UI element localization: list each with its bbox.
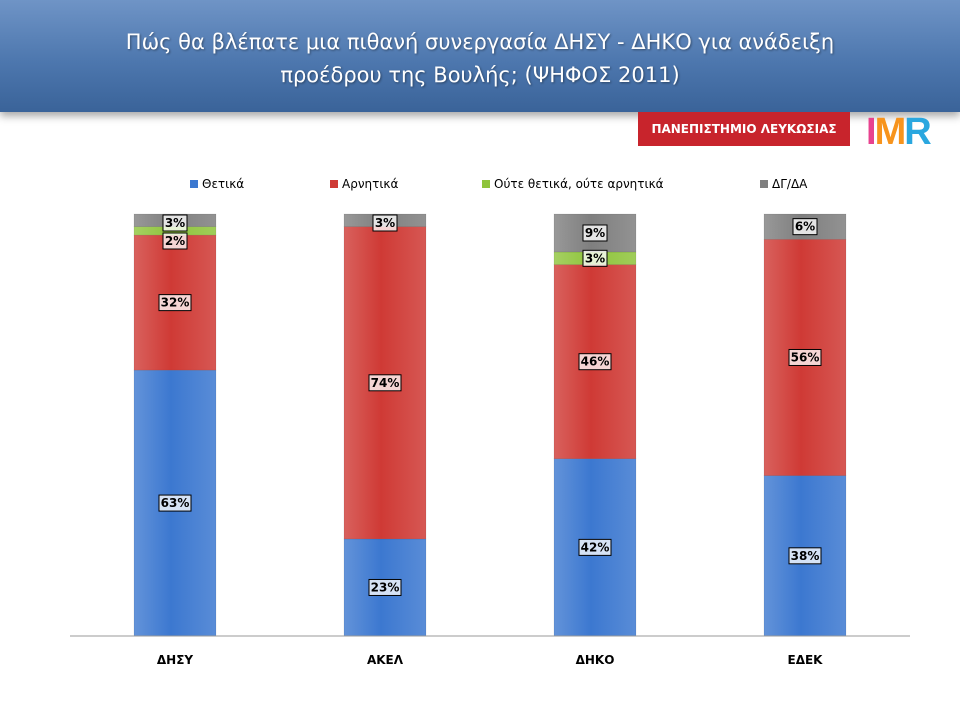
legend-entry-0: Θετικά xyxy=(202,177,244,191)
data-label-box-2-0 xyxy=(578,538,612,556)
legend-swatch-3 xyxy=(760,180,768,188)
slide-title-line-1: Πώς θα βλέπατε μια πιθανή συνεργασία ΔΗΣ… xyxy=(125,30,835,54)
data-label-box-3-3 xyxy=(792,218,818,236)
data-label-box-2-3 xyxy=(582,224,608,242)
legend-entry-2: Ούτε θετικά, ούτε αρνητικά xyxy=(494,177,664,191)
category-label-2: ΔΗΚΟ xyxy=(576,653,615,667)
data-label-1-0: 23% xyxy=(371,580,400,594)
data-label-3-1: 56% xyxy=(791,350,820,364)
data-label-0-0: 63% xyxy=(161,496,190,510)
data-label-3-0: 38% xyxy=(791,549,820,563)
data-label-box-2-2 xyxy=(582,249,608,267)
slide-title-line-2: προέδρου της Βουλής; (ΨΗΦΟΣ 2011) xyxy=(280,63,680,87)
data-label-box-0-2 xyxy=(162,232,188,250)
legend-swatch-1 xyxy=(330,180,338,188)
data-label-1-1: 74% xyxy=(371,376,400,390)
data-label-box-0-3 xyxy=(162,214,188,232)
data-label-0-2: 2% xyxy=(165,234,185,248)
data-label-2-3: 9% xyxy=(585,226,605,240)
data-label-box-1-1 xyxy=(368,374,402,392)
data-label-box-1-3 xyxy=(372,214,398,232)
slide-title: Πώς θα βλέπατε μια πιθανή συνεργασία ΔΗΣ… xyxy=(60,26,900,92)
university-badge: ΠΑΝΕΠΙΣΤΗΜΙΟ ΛΕΥΚΩΣΙΑΣ xyxy=(638,112,850,146)
legend-entry-3: ΔΓ/ΔΑ xyxy=(772,177,808,191)
data-label-1-3: 3% xyxy=(375,216,395,230)
data-label-2-2: 3% xyxy=(585,251,605,265)
data-label-box-1-0 xyxy=(368,578,402,596)
data-label-2-1: 46% xyxy=(581,355,610,369)
category-label-1: ΑΚΕΛ xyxy=(367,653,404,667)
title-banner: Πώς θα βλέπατε μια πιθανή συνεργασία ΔΗΣ… xyxy=(0,0,960,112)
data-label-box-3-0 xyxy=(788,547,822,565)
data-label-box-3-1 xyxy=(788,348,822,366)
category-label-0: ΔΗΣΥ xyxy=(157,653,194,667)
legend-swatch-2 xyxy=(482,180,490,188)
imr-logo: IMR xyxy=(866,111,933,150)
data-label-0-1: 32% xyxy=(161,296,190,310)
stacked-bar-chart: Θετικά Αρνητικά Ούτε θετικά, ούτε αρνητικά… xyxy=(70,177,910,667)
svg-text:IMR: IMR xyxy=(866,111,931,150)
category-label-3: ΕΔΕΚ xyxy=(788,653,824,667)
legend-entry-1: Αρνητικά xyxy=(342,177,398,191)
data-label-box-0-0 xyxy=(158,494,192,512)
data-label-0-3: 3% xyxy=(165,216,185,230)
data-label-2-0: 42% xyxy=(581,540,610,554)
legend-swatch-0 xyxy=(190,180,198,188)
data-label-3-3: 6% xyxy=(795,220,815,234)
data-label-box-2-1 xyxy=(578,353,612,371)
data-label-box-0-1 xyxy=(158,294,192,312)
